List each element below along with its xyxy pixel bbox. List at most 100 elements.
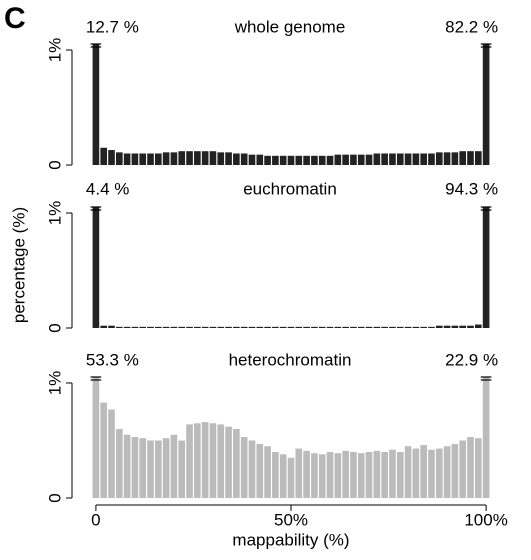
bar xyxy=(240,153,248,165)
bar xyxy=(264,155,271,165)
bar xyxy=(326,326,334,328)
bar xyxy=(240,437,248,498)
bar xyxy=(443,325,451,328)
bar xyxy=(272,155,279,165)
bar xyxy=(147,440,154,498)
bar xyxy=(92,207,100,328)
bar xyxy=(162,438,170,498)
bar xyxy=(357,154,365,165)
bar xyxy=(342,154,349,165)
bar xyxy=(217,152,225,165)
y-tick-label: 0 xyxy=(45,160,64,169)
bar xyxy=(365,452,373,498)
bar xyxy=(389,449,396,498)
bar xyxy=(373,326,381,328)
y-tick-label: 1% xyxy=(45,371,64,396)
bar xyxy=(482,377,490,498)
bar xyxy=(381,153,388,165)
value-label: 12.7 % xyxy=(86,17,139,36)
bar xyxy=(357,453,365,498)
x-tick-label: 100% xyxy=(464,510,507,529)
bar xyxy=(435,448,443,498)
bar xyxy=(186,326,193,328)
bar xyxy=(217,424,225,498)
bar xyxy=(155,153,162,165)
bar xyxy=(443,446,451,498)
bar xyxy=(482,44,490,165)
panel-title: whole genome xyxy=(234,17,346,36)
y-tick-label: 0 xyxy=(45,493,64,502)
x-tick-label: 0 xyxy=(91,510,100,529)
bar xyxy=(92,377,100,498)
bar xyxy=(318,326,326,328)
bar xyxy=(342,326,349,328)
bar xyxy=(357,326,365,328)
bar xyxy=(350,154,357,165)
y-tick-label: 1% xyxy=(45,201,64,226)
bar xyxy=(248,154,256,165)
y-tick-label: 1% xyxy=(45,38,64,63)
bar xyxy=(272,452,279,498)
bar xyxy=(123,434,131,498)
x-axis-label: mappability (%) xyxy=(232,530,349,549)
bar xyxy=(279,155,287,165)
bar xyxy=(412,448,420,498)
bar xyxy=(147,153,154,165)
bar xyxy=(318,155,326,165)
bar xyxy=(373,153,381,165)
bar xyxy=(115,326,123,328)
bar xyxy=(311,326,318,328)
bar xyxy=(170,434,178,498)
bar xyxy=(435,325,443,328)
panel-label: C xyxy=(4,2,26,35)
bars xyxy=(92,207,490,328)
bar xyxy=(443,152,451,165)
bar xyxy=(131,153,139,165)
bar xyxy=(264,326,271,328)
bar xyxy=(178,326,186,328)
bar xyxy=(201,326,209,328)
bar xyxy=(365,154,373,165)
bar xyxy=(233,326,240,328)
y-axis-label: percentage (%) xyxy=(9,207,28,323)
bar xyxy=(256,443,264,498)
bars xyxy=(92,44,490,165)
bar xyxy=(100,402,108,498)
bar xyxy=(420,445,427,498)
bar xyxy=(303,155,310,165)
bar xyxy=(209,423,217,498)
bar xyxy=(256,326,264,328)
bar xyxy=(201,422,209,498)
bar xyxy=(287,155,295,165)
bar xyxy=(155,326,162,328)
bar xyxy=(240,326,248,328)
bar xyxy=(194,151,201,165)
bar xyxy=(201,151,209,165)
bar xyxy=(194,423,201,498)
bar xyxy=(217,326,225,328)
bar xyxy=(209,326,217,328)
bar xyxy=(451,443,459,498)
bar xyxy=(459,325,467,328)
bar xyxy=(295,155,303,165)
bar xyxy=(350,452,357,498)
bar xyxy=(365,326,373,328)
bar xyxy=(108,150,115,165)
panel: whole genome 0 1% 12.7 % 82.2 % xyxy=(45,17,498,169)
bar xyxy=(389,326,396,328)
value-label: 82.2 % xyxy=(445,17,498,36)
bar xyxy=(435,152,443,165)
bar xyxy=(225,326,232,328)
bar xyxy=(326,452,334,498)
bar xyxy=(170,326,178,328)
bar xyxy=(334,154,342,165)
bar xyxy=(342,450,349,498)
bar xyxy=(404,446,412,498)
bar xyxy=(131,437,139,498)
bar xyxy=(474,324,482,328)
bar xyxy=(295,448,303,498)
bar xyxy=(256,154,264,165)
bar xyxy=(225,152,232,165)
bar xyxy=(279,326,287,328)
